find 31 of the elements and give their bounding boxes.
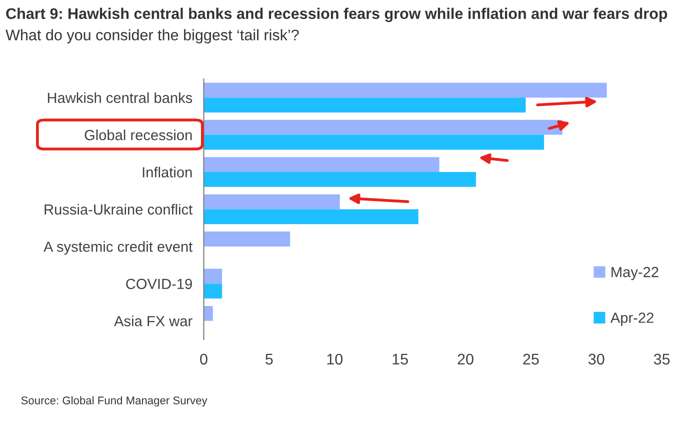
y-tick-label: COVID-19 [126,278,192,290]
legend-label: Apr-22 [610,312,654,326]
chart-title: Chart 9: Hawkish central banks and recession fears grow while inflation and war fears drop [6,8,668,22]
chart-subtitle: What do you consider the biggest ‘tail risk’? [6,29,299,44]
x-tick-label: 15 [392,354,408,365]
x-tick-label: 25 [523,354,539,365]
y-tick-label: Inflation [142,166,192,178]
bar [204,306,213,321]
bar [204,194,340,210]
bar [204,268,222,284]
x-tick-label: 30 [588,354,604,365]
x-tick-label: 20 [458,354,474,365]
y-tick-label: Asia FX war [114,316,192,326]
bar [204,134,544,150]
bar [204,157,440,172]
y-tick-label: A systemic credit event [44,241,193,255]
x-tick-label: 35 [654,354,670,365]
bar [204,232,290,246]
y-tick-label: Global recession [84,130,192,140]
x-tick-label: 10 [327,354,343,365]
legend-label: May-22 [612,266,658,280]
bar [204,209,418,224]
y-tick-label: Russia-Ukraine conflict [44,204,193,215]
bar [204,82,607,98]
x-tick-label: 0 [200,354,208,365]
bar [204,284,222,299]
y-tick-label: Hawkish central banks [48,92,192,104]
bar [204,98,526,112]
x-tick-label: 5 [266,354,273,365]
bar [204,172,476,187]
source-note: Source: Global Fund Manager Survey [21,396,208,407]
